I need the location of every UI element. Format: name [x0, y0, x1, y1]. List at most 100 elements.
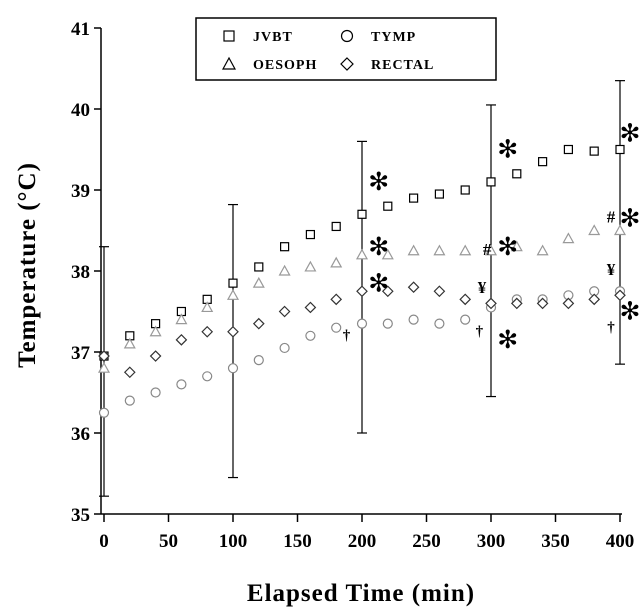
data-point-jvbt [383, 201, 393, 211]
data-point-rectal [98, 350, 110, 362]
data-point-oesoph [613, 224, 627, 236]
annotation-mark: ¥ [607, 260, 616, 279]
data-point-jvbt [615, 144, 625, 155]
data-point-jvbt [331, 221, 341, 232]
y-tick-label: 35 [71, 505, 90, 526]
series-rectal [98, 281, 626, 379]
data-point-jvbt [512, 169, 522, 179]
data-point-oesoph [562, 232, 575, 244]
data-point-oesoph [175, 313, 188, 325]
data-point-rectal [459, 293, 472, 306]
data-point-oesoph [484, 244, 498, 256]
data-point-rectal [175, 334, 188, 346]
y-tick-label: 37 [71, 343, 91, 364]
data-point-tymp [382, 318, 393, 329]
data-point-oesoph [588, 224, 601, 236]
data-point-tymp [253, 355, 264, 366]
legend-marker-rectal [340, 57, 354, 71]
data-point-rectal [201, 325, 214, 338]
data-point-oesoph [510, 240, 523, 252]
data-point-tymp [356, 318, 368, 329]
y-tick-label: 36 [71, 424, 90, 445]
annotation-mark: ✻ [368, 167, 389, 196]
data-point-rectal [252, 317, 265, 330]
series-markers [97, 144, 627, 418]
data-point-oesoph [201, 301, 214, 313]
data-point-oesoph [226, 289, 240, 300]
data-point-jvbt [486, 177, 496, 187]
data-point-oesoph [459, 244, 472, 256]
y-tick-label: 38 [71, 262, 90, 283]
data-point-tymp [408, 314, 419, 325]
data-point-rectal [562, 297, 575, 310]
legend-box [195, 17, 497, 81]
legend-label: OESOPH [253, 58, 317, 73]
annotation-mark: # [483, 240, 492, 259]
data-point-oesoph [304, 260, 317, 272]
data-point-jvbt [254, 262, 264, 272]
data-point-tymp [434, 318, 445, 329]
data-point-tymp [202, 371, 213, 382]
data-point-tymp [331, 322, 342, 333]
annotation-mark: ✻ [620, 118, 640, 147]
x-tick-label: 250 [412, 531, 441, 552]
annotation-mark: ✻ [497, 232, 518, 261]
annotation-mark: ✻ [620, 203, 640, 232]
data-point-tymp [150, 387, 161, 398]
series-oesoph [97, 224, 627, 373]
x-tick-label: 350 [541, 531, 570, 552]
data-point-rectal [381, 285, 394, 298]
data-point-rectal [304, 301, 317, 314]
data-point-jvbt [280, 242, 290, 252]
y-axis-title: Temperature (°C) [14, 162, 41, 368]
data-point-jvbt [409, 193, 419, 203]
data-point-jvbt [589, 146, 599, 156]
data-point-rectal [588, 293, 601, 306]
y-ticks: 35 36 37 38 39 40 41 [71, 19, 101, 526]
data-point-oesoph [123, 337, 136, 349]
data-point-jvbt [537, 157, 548, 167]
data-point-tymp [305, 330, 316, 341]
data-point-rectal [149, 350, 162, 362]
data-point-rectal [536, 297, 549, 310]
legend: JVBT TYMP OESOPH RECTAL [195, 17, 497, 81]
x-tick-label: 150 [283, 531, 312, 552]
annotation-mark: † [607, 320, 615, 336]
annotation-mark: ¥ [478, 278, 487, 297]
data-point-jvbt [357, 209, 367, 219]
data-point-tymp [460, 314, 471, 325]
data-point-rectal [614, 289, 626, 302]
y-tick-label: 39 [71, 181, 90, 202]
annotations: ✻✻✻✻# ✻¥† ✻†✻# ✻¥†✻ [343, 118, 640, 354]
data-point-jvbt [563, 144, 574, 155]
x-tick-label: 300 [477, 531, 506, 552]
data-point-rectal [433, 285, 446, 298]
legend-item-jvbt: JVBT [223, 30, 293, 45]
data-point-oesoph [355, 248, 369, 260]
annotation-mark: # [607, 207, 616, 226]
data-point-tymp [176, 379, 187, 390]
x-tick-label: 50 [159, 531, 178, 552]
data-point-rectal [330, 293, 343, 306]
data-point-oesoph [278, 264, 291, 276]
data-point-tymp [279, 342, 290, 354]
data-point-jvbt [305, 229, 315, 240]
data-point-oesoph [149, 325, 162, 337]
legend-marker-oesoph [221, 56, 237, 70]
x-tick-label: 200 [348, 531, 377, 552]
data-point-rectal [123, 366, 136, 379]
annotation-mark: † [343, 328, 351, 344]
data-point-oesoph [433, 244, 446, 256]
annotation-mark: † [476, 324, 484, 340]
data-point-rectal [407, 281, 420, 294]
data-point-rectal [485, 297, 497, 310]
legend-label: JVBT [253, 30, 293, 45]
legend-marker-tymp [340, 29, 354, 43]
annotation-mark: ✻ [620, 297, 640, 326]
y-tick-label: 41 [71, 19, 90, 40]
legend-item-oesoph: OESOPH [221, 56, 317, 73]
legend-marker-jvbt [223, 30, 235, 42]
annotation-mark: ✻ [497, 325, 518, 354]
data-point-tymp [124, 395, 135, 406]
data-point-tymp [227, 363, 239, 374]
